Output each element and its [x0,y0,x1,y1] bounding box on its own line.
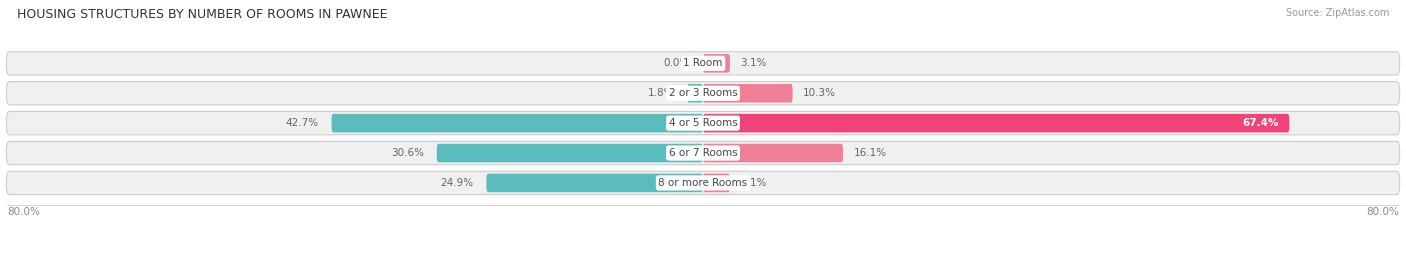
FancyBboxPatch shape [486,174,703,192]
FancyBboxPatch shape [7,82,1399,105]
Text: 10.3%: 10.3% [803,88,837,98]
Text: 67.4%: 67.4% [1243,118,1279,128]
Text: Source: ZipAtlas.com: Source: ZipAtlas.com [1285,8,1389,18]
Text: 4 or 5 Rooms: 4 or 5 Rooms [669,118,737,128]
Text: 2 or 3 Rooms: 2 or 3 Rooms [669,88,737,98]
FancyBboxPatch shape [7,111,1399,135]
Text: HOUSING STRUCTURES BY NUMBER OF ROOMS IN PAWNEE: HOUSING STRUCTURES BY NUMBER OF ROOMS IN… [17,8,388,21]
FancyBboxPatch shape [703,144,844,162]
FancyBboxPatch shape [7,141,1399,165]
FancyBboxPatch shape [703,114,1289,132]
Text: 80.0%: 80.0% [1367,207,1399,217]
Text: 24.9%: 24.9% [440,178,474,188]
Text: 1.8%: 1.8% [648,88,675,98]
FancyBboxPatch shape [7,52,1399,75]
Text: 8 or more Rooms: 8 or more Rooms [658,178,748,188]
FancyBboxPatch shape [7,171,1399,194]
Text: 3.1%: 3.1% [741,178,766,188]
Text: 30.6%: 30.6% [391,148,423,158]
FancyBboxPatch shape [703,54,730,73]
Text: 16.1%: 16.1% [853,148,887,158]
Text: 0.0%: 0.0% [664,58,690,68]
FancyBboxPatch shape [437,144,703,162]
Text: 6 or 7 Rooms: 6 or 7 Rooms [669,148,737,158]
FancyBboxPatch shape [703,174,730,192]
Text: 42.7%: 42.7% [285,118,319,128]
FancyBboxPatch shape [688,84,703,102]
Text: 80.0%: 80.0% [7,207,39,217]
Text: 1 Room: 1 Room [683,58,723,68]
FancyBboxPatch shape [332,114,703,132]
FancyBboxPatch shape [703,84,793,102]
Text: 3.1%: 3.1% [741,58,766,68]
